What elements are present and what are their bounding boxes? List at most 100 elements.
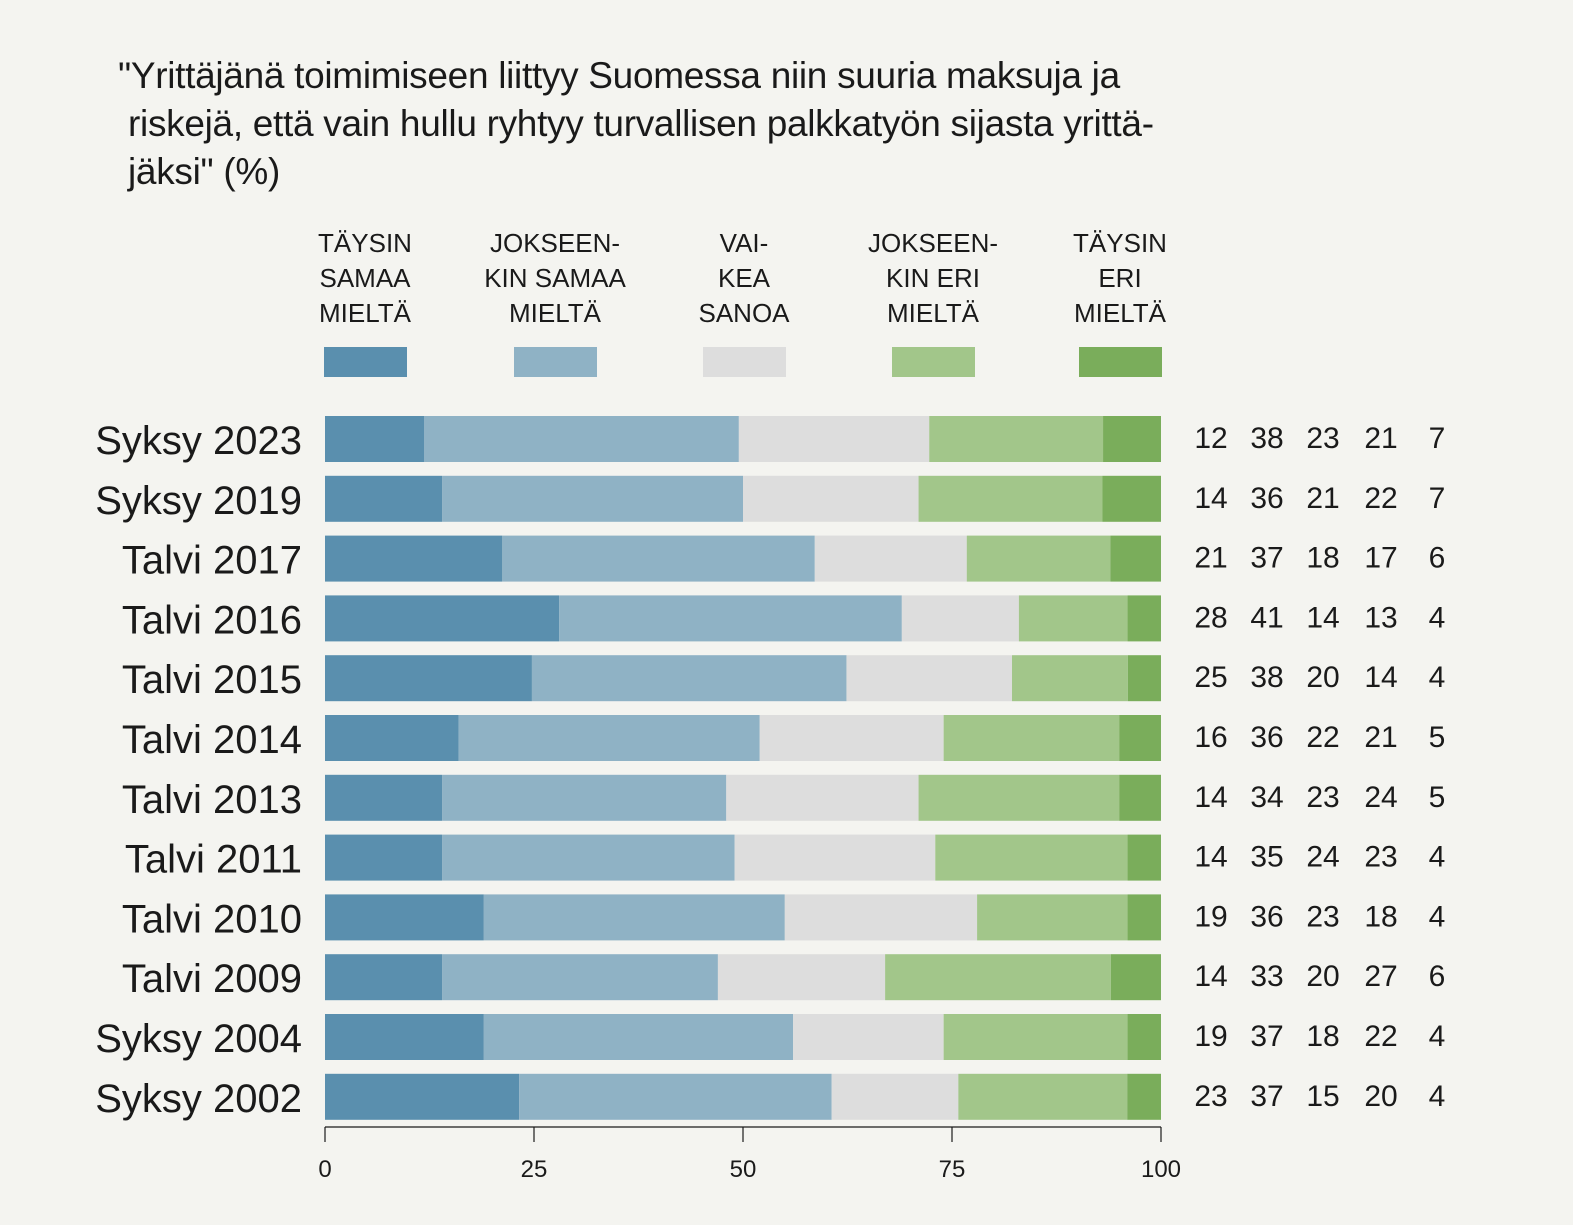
row-label: Syksy 2004	[95, 1017, 302, 1061]
bar-segment	[958, 1073, 1128, 1120]
legend-label: MIELTÄ	[1074, 298, 1167, 328]
legend-label: JOKSEEN-	[490, 228, 620, 258]
bar-segment	[1110, 954, 1161, 1001]
legend-label: TÄYSIN	[318, 228, 412, 258]
value-label: 22	[1364, 482, 1397, 515]
legend-swatch	[514, 347, 597, 377]
value-label: 18	[1364, 900, 1397, 933]
value-label: 4	[1429, 1080, 1446, 1113]
value-label: 19	[1194, 1020, 1227, 1053]
bar-segment	[442, 954, 718, 1001]
bar-segment	[325, 595, 560, 642]
bar-segment	[929, 416, 1104, 462]
value-label: 33	[1250, 960, 1283, 993]
legend-item: TÄYSIN SAMAA MIELTÄ	[318, 228, 412, 377]
x-tick-label: 100	[1141, 1156, 1181, 1183]
bar-segment	[325, 1014, 484, 1060]
value-label: 27	[1364, 960, 1397, 993]
legend-swatch	[324, 347, 407, 377]
bar-segment	[918, 774, 1120, 821]
bar-segment	[1103, 416, 1161, 462]
x-tick-label: 25	[521, 1156, 548, 1183]
bar-segment	[519, 1073, 832, 1120]
bar-segment	[442, 834, 735, 881]
value-label: 25	[1194, 661, 1227, 694]
bar-segment	[943, 1014, 1128, 1060]
x-tick-label: 0	[318, 1156, 331, 1183]
legend-label: SANOA	[698, 298, 790, 328]
value-label: 21	[1364, 422, 1397, 455]
bar-segment	[1119, 774, 1161, 821]
value-label: 4	[1429, 601, 1446, 634]
bar-segment	[901, 595, 1019, 642]
value-label: 38	[1250, 661, 1283, 694]
row-label: Syksy 2002	[95, 1077, 302, 1121]
bar-segment	[325, 954, 443, 1001]
x-tick-label: 75	[939, 1156, 966, 1183]
bar-segment	[831, 1073, 959, 1120]
row-label: Talvi 2014	[122, 718, 302, 762]
bar-segment	[1127, 894, 1161, 941]
x-axis: 0 25 50 75 100	[318, 1126, 1181, 1183]
value-label: 23	[1306, 422, 1339, 455]
legend-label: ERI	[1098, 263, 1141, 293]
value-label: 21	[1364, 721, 1397, 754]
value-label: 34	[1250, 781, 1283, 814]
value-label: 37	[1250, 1080, 1283, 1113]
bar-segment	[1127, 655, 1161, 702]
bar-segment	[325, 416, 425, 462]
value-label: 7	[1429, 482, 1446, 515]
bar-segment	[325, 834, 443, 881]
legend-label: KEA	[718, 263, 771, 293]
legend-label: MIELTÄ	[887, 298, 980, 328]
value-label: 20	[1306, 960, 1339, 993]
value-label: 4	[1429, 1020, 1446, 1053]
bar-segment	[1012, 655, 1128, 702]
legend-item: JOKSEEN- KIN ERI MIELTÄ	[868, 228, 998, 377]
bar-segment	[726, 774, 919, 821]
bar-segment	[325, 894, 484, 941]
bar-segment	[1127, 1073, 1161, 1120]
bar-segment	[1119, 715, 1161, 761]
chart-title-line-3: jäksi" (%)	[128, 151, 280, 192]
bar-segment	[325, 1073, 520, 1120]
row-label: Talvi 2011	[125, 838, 302, 882]
legend-label: VAI-	[720, 228, 769, 258]
bar-segment	[458, 715, 760, 761]
bar-segment	[846, 655, 1013, 702]
bar-segment	[1102, 475, 1161, 522]
value-label: 19	[1194, 900, 1227, 933]
bar-segment	[325, 535, 503, 582]
row-label: Syksy 2019	[95, 479, 302, 523]
legend-label: JOKSEEN-	[868, 228, 998, 258]
legend-label: MIELTÄ	[509, 298, 602, 328]
bars	[325, 416, 1161, 1120]
value-label: 37	[1250, 542, 1283, 575]
value-label: 35	[1250, 841, 1283, 874]
legend-label: KIN SAMAA	[484, 263, 626, 293]
bar-segment	[734, 834, 936, 881]
legend-label: TÄYSIN	[1073, 228, 1167, 258]
bar-segment	[885, 954, 1111, 1001]
row-label: Talvi 2015	[122, 658, 302, 702]
legend-item: JOKSEEN- KIN SAMAA MIELTÄ	[484, 228, 626, 377]
value-label: 23	[1306, 900, 1339, 933]
bar-segment	[977, 894, 1128, 941]
value-label: 14	[1194, 781, 1227, 814]
row-labels: Syksy 2023 Syksy 2019 Talvi 2017 Talvi 2016…	[95, 419, 302, 1121]
value-label: 21	[1306, 482, 1339, 515]
row-label: Talvi 2009	[122, 957, 302, 1001]
bar-segment	[1110, 535, 1161, 582]
legend-label: SAMAA	[319, 263, 411, 293]
bar-segment	[935, 834, 1128, 881]
value-label: 14	[1194, 841, 1227, 874]
value-label: 23	[1306, 781, 1339, 814]
row-label: Talvi 2013	[122, 778, 302, 822]
value-label: 17	[1364, 542, 1397, 575]
value-label: 18	[1306, 542, 1339, 575]
value-label: 16	[1194, 721, 1227, 754]
bar-segment	[442, 774, 727, 821]
chart-title-line-2: riskejä, että vain hullu ryhtyy turvalli…	[128, 103, 1154, 144]
row-label: Talvi 2016	[122, 598, 302, 642]
